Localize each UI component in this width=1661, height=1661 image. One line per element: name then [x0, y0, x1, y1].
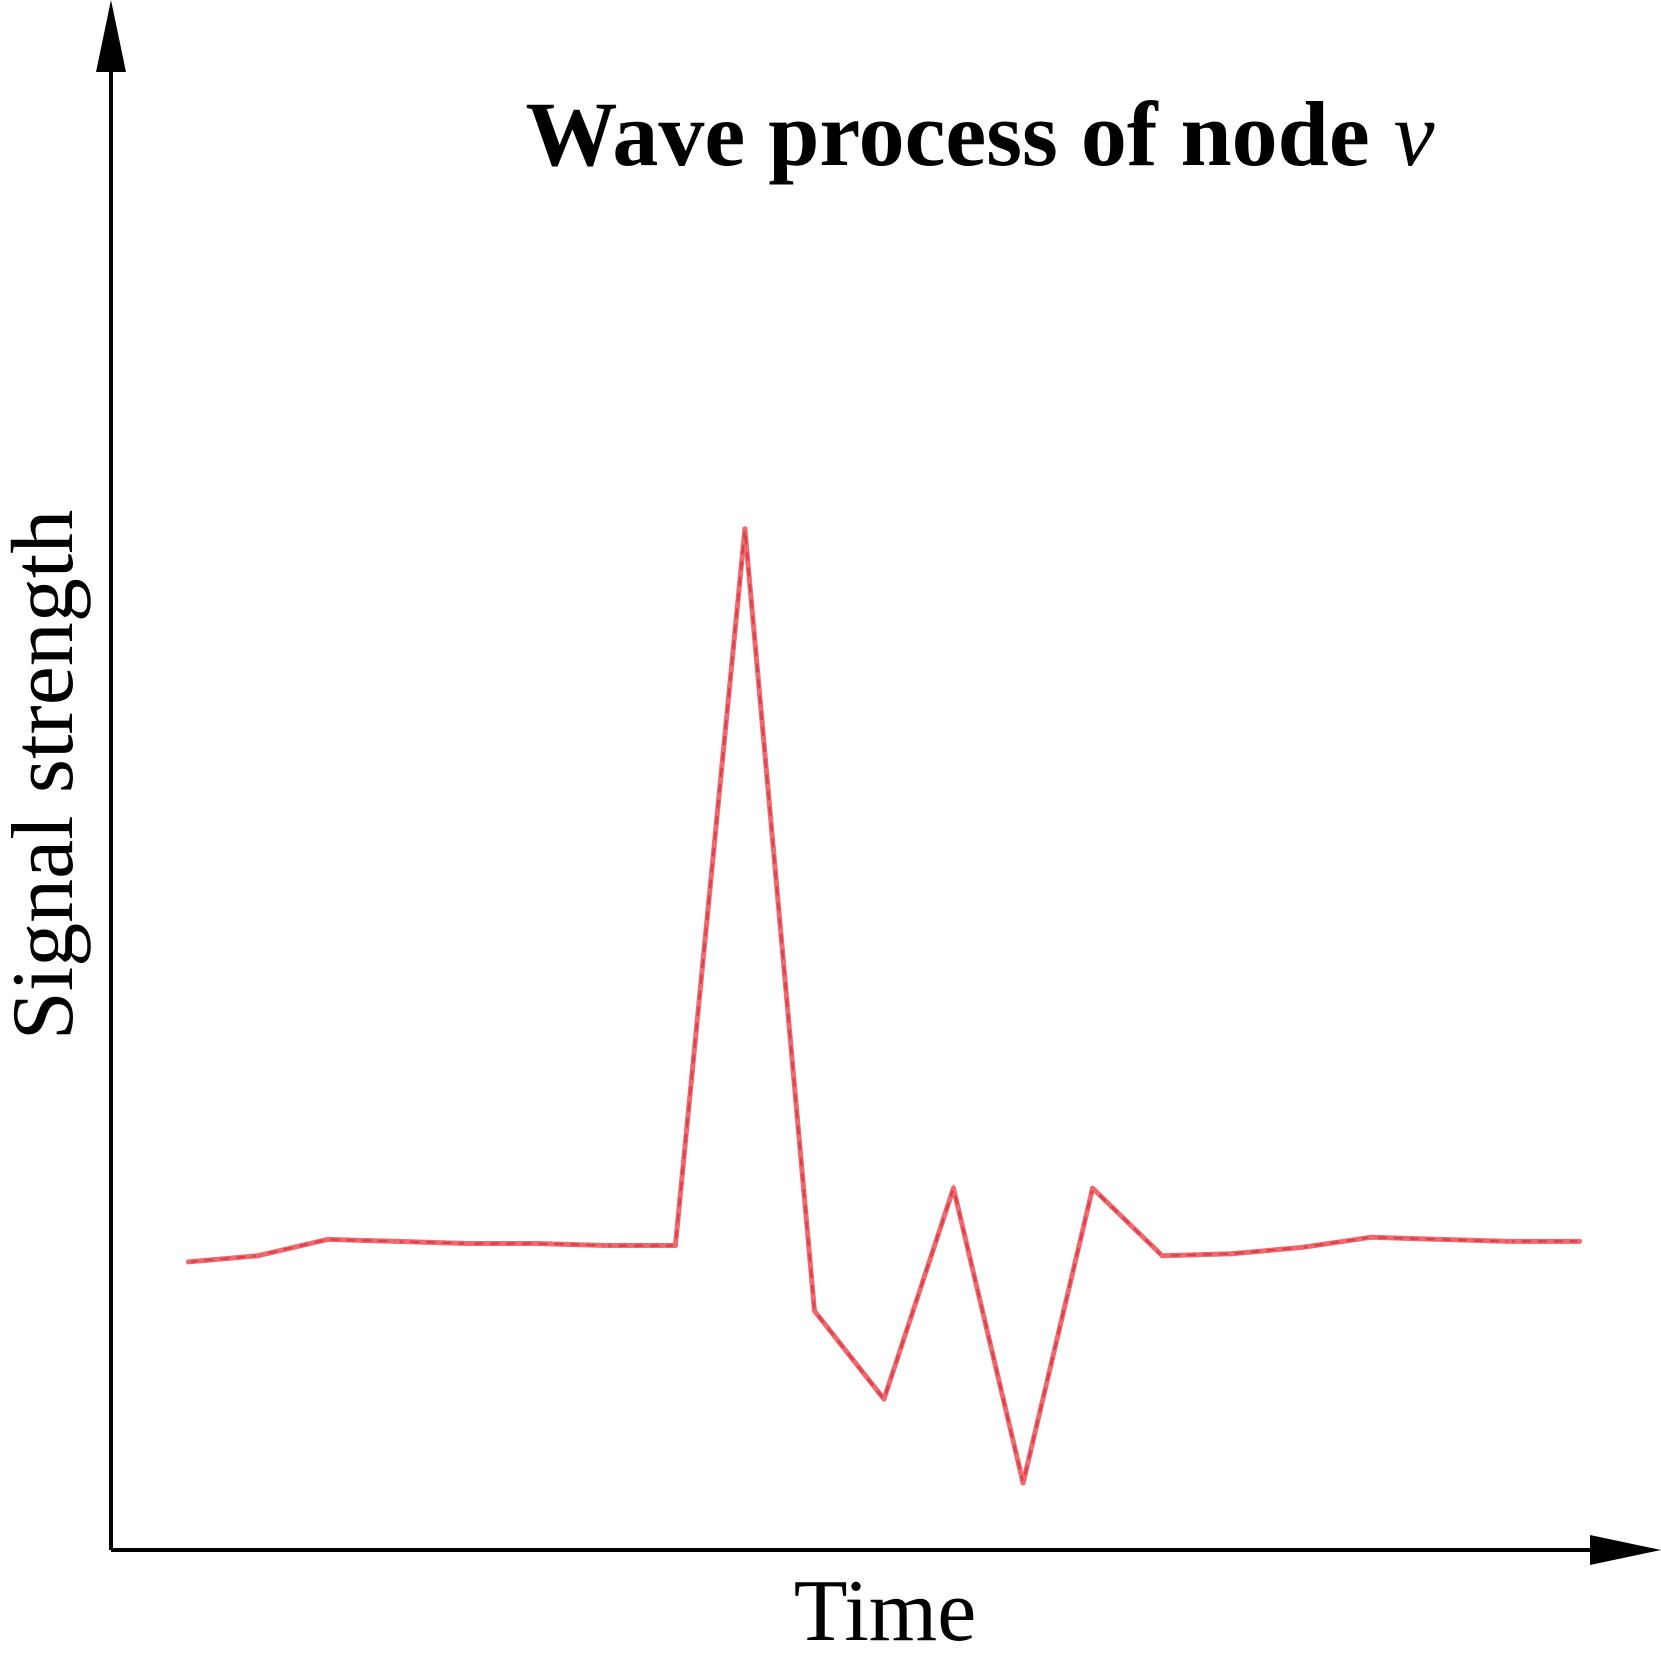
y-axis-label: Signal strength	[0, 510, 92, 1040]
data-point	[1298, 1245, 1304, 1250]
data-point	[186, 1259, 191, 1265]
data-point	[1229, 1251, 1235, 1257]
data-point	[742, 526, 748, 532]
data-point	[1577, 1238, 1582, 1244]
data-point	[533, 1241, 539, 1246]
data-point	[1507, 1238, 1513, 1244]
data-point	[1159, 1253, 1165, 1259]
data-point	[1368, 1234, 1374, 1240]
chart-title: Wave process of node v	[525, 83, 1434, 185]
data-point	[672, 1243, 678, 1248]
series-dash-overlay	[188, 528, 1580, 1484]
data-point	[255, 1253, 261, 1259]
data-point	[881, 1396, 887, 1402]
series-line	[186, 526, 1582, 1486]
x-axis-arrow	[1590, 1535, 1661, 1565]
data-point	[1437, 1236, 1443, 1242]
data-point	[1090, 1185, 1096, 1191]
data-point	[1020, 1480, 1026, 1486]
data-point	[325, 1236, 331, 1242]
y-axis-arrow	[96, 0, 126, 72]
data-point	[812, 1308, 817, 1314]
chart-title-text: Wave process of node	[525, 83, 1369, 185]
x-axis-label: Time	[794, 1563, 977, 1660]
data-point	[394, 1238, 400, 1244]
series-layer	[186, 526, 1582, 1486]
chart-title-variable: v	[1394, 83, 1435, 185]
data-point	[464, 1241, 470, 1246]
data-point	[603, 1243, 609, 1248]
data-point	[951, 1185, 956, 1191]
